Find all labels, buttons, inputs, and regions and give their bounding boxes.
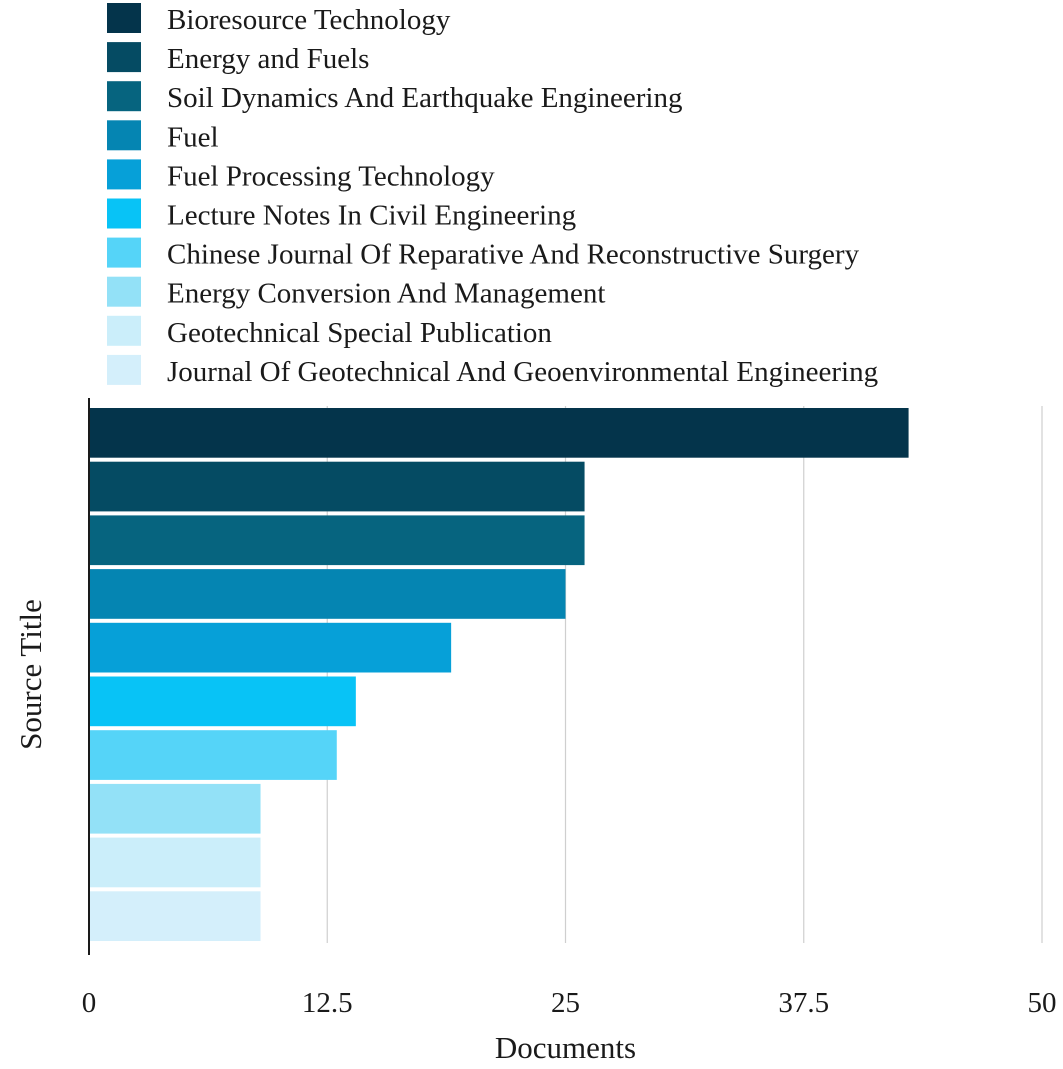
- bar: [90, 676, 356, 727]
- x-tick-label: 0: [82, 987, 97, 1019]
- legend-label: Soil Dynamics And Earthquake Engineering: [167, 82, 682, 114]
- legend-swatch: [107, 42, 141, 73]
- legend-label: Chinese Journal Of Reparative And Recons…: [167, 239, 860, 271]
- bar: [90, 569, 566, 619]
- legend-label: Fuel: [167, 121, 219, 153]
- legend-swatch: [107, 81, 141, 112]
- bar: [90, 783, 261, 834]
- x-axis-title: Documents: [495, 1030, 636, 1064]
- x-tick-label: 50: [1028, 987, 1057, 1019]
- x-tick-label: 25: [551, 987, 580, 1019]
- bars: [90, 408, 909, 941]
- legend-swatch: [107, 198, 141, 229]
- legend-swatch: [107, 120, 141, 151]
- legend-label: Bioresource Technology: [167, 4, 451, 36]
- bar: [90, 891, 261, 941]
- legend-label: Energy and Fuels: [167, 43, 369, 75]
- legend: Bioresource Technology Energy and Fuels So…: [107, 3, 878, 388]
- bar: [90, 837, 261, 888]
- legend-label: Geotechnical Special Publication: [167, 317, 552, 349]
- legend-label: Journal Of Geotechnical And Geoenvironme…: [167, 356, 878, 388]
- legend-swatch: [107, 3, 141, 33]
- bar: [90, 461, 585, 512]
- axes: 0 12.5 25 37.5 50 Documents Source Title: [13, 398, 1057, 1065]
- bar: [90, 408, 909, 458]
- legend-swatch: [107, 237, 141, 268]
- legend-swatch: [107, 354, 141, 385]
- legend-swatch: [107, 276, 141, 307]
- x-tick-label: 12.5: [302, 987, 353, 1019]
- bar: [90, 515, 585, 566]
- legend-swatch: [107, 315, 141, 346]
- y-axis-title: Source Title: [13, 599, 48, 750]
- legend-label: Lecture Notes In Civil Engineering: [167, 200, 576, 232]
- x-tick-label: 37.5: [778, 987, 829, 1019]
- bar: [90, 622, 452, 673]
- legend-label: Energy Conversion And Management: [167, 278, 605, 310]
- bar: [90, 730, 337, 780]
- legend-swatch: [107, 159, 141, 190]
- legend-label: Fuel Processing Technology: [167, 160, 495, 192]
